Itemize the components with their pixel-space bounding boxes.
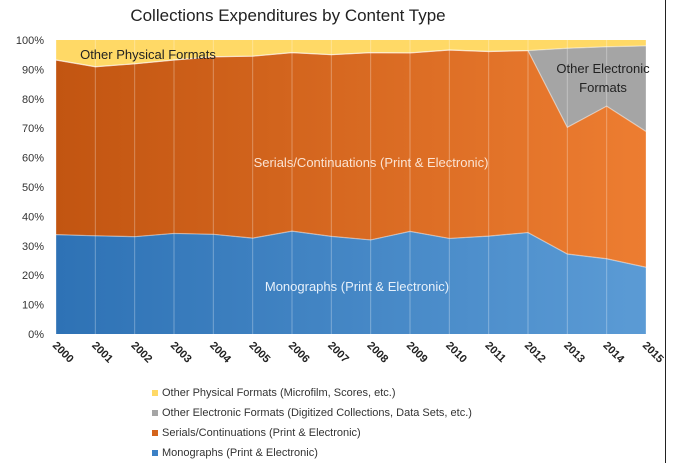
legend-item-electronic: Other Electronic Formats (Digitized Coll…	[152, 407, 472, 419]
x-tick-label: 2014	[601, 340, 627, 366]
area-label-electronic-line2: Formats	[579, 80, 627, 95]
y-tick-label: 70%	[22, 123, 44, 135]
x-tick-label: 2002	[129, 340, 155, 366]
area-label-electronic: Other Electronic	[556, 61, 650, 76]
legend-item-physical: Other Physical Formats (Microfilm, Score…	[152, 387, 396, 399]
legend-swatch	[152, 430, 158, 436]
area-monographs-0	[56, 231, 646, 334]
x-tick-label: 2015	[640, 340, 666, 366]
y-tick-label: 60%	[22, 153, 44, 165]
legend-item-monographs: Monographs (Print & Electronic)	[152, 447, 318, 459]
y-tick-label: 100%	[16, 35, 44, 47]
series-boundary-line	[55, 230, 647, 268]
y-tick-label: 90%	[22, 64, 44, 76]
x-tick-label: 2000	[50, 340, 76, 366]
legend-label: Other Physical Formats (Microfilm, Score…	[162, 387, 396, 399]
x-tick-label: 2007	[325, 340, 351, 366]
x-tick-label: 2008	[365, 340, 391, 366]
legend-swatch	[152, 410, 158, 416]
area-other-2	[56, 45, 646, 132]
y-tick-label: 50%	[22, 182, 44, 194]
legend-swatch	[152, 390, 158, 396]
area-label-physical: Other Physical Formats	[80, 47, 216, 62]
legend-swatch	[152, 450, 158, 456]
y-tick-label: 10%	[22, 300, 44, 312]
area-other-3	[56, 40, 646, 67]
x-tick-label: 2005	[247, 340, 273, 366]
x-tick-label: 2003	[168, 340, 194, 366]
x-tick-label: 2009	[404, 340, 430, 366]
y-tick-label: 30%	[22, 241, 44, 253]
x-tick-label: 2004	[207, 340, 233, 366]
x-tick-label: 2010	[443, 340, 469, 366]
x-tick-label: 2001	[89, 340, 115, 366]
legend-label: Monographs (Print & Electronic)	[162, 447, 318, 459]
series-boundary-line	[55, 45, 647, 68]
y-tick-label: 40%	[22, 211, 44, 223]
x-tick-label: 2013	[561, 340, 587, 366]
area-label-monographs: Monographs (Print & Electronic)	[265, 279, 449, 294]
legend-label: Serials/Continuations (Print & Electroni…	[162, 427, 361, 439]
x-tick-label: 2006	[286, 340, 312, 366]
series-boundary-line	[55, 49, 647, 132]
legend-item-serials: Serials/Continuations (Print & Electroni…	[152, 427, 361, 439]
y-tick-label: 20%	[22, 270, 44, 282]
area-serialscontinuations-1	[56, 49, 646, 268]
x-tick-label: 2011	[483, 340, 508, 365]
y-tick-label: 80%	[22, 94, 44, 106]
legend-label: Other Electronic Formats (Digitized Coll…	[162, 407, 472, 419]
area-label-serials: Serials/Continuations (Print & Electroni…	[254, 155, 489, 170]
border-line	[665, 0, 666, 463]
x-tick-label: 2012	[522, 340, 548, 366]
y-tick-label: 0%	[28, 329, 44, 341]
chart-title: Collections Expenditures by Content Type	[130, 6, 446, 25]
